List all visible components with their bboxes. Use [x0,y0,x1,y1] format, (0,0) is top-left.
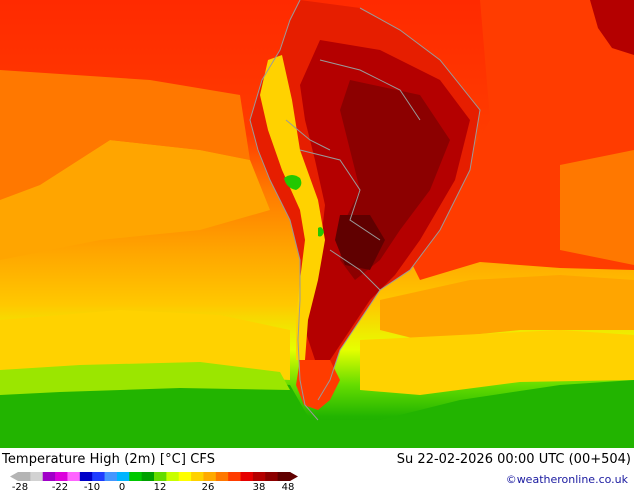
atlantic-orange-patch [560,150,634,265]
scale-swatch [129,472,143,481]
scale-tick-label: -10 [84,482,100,490]
scale-arrow-right [290,472,298,481]
color-scale-ticks: -28 -22 -10 0 12 26 38 48 [12,482,295,490]
north-africa-fragment [590,0,634,55]
scale-swatch [203,472,217,481]
scale-swatch [67,472,81,481]
map-datetime: Su 22-02-2026 00:00 UTC (00+504) [396,452,631,467]
scale-swatch [154,472,167,481]
credit-link[interactable]: ©weatheronline.co.uk [505,473,628,486]
scale-swatch [55,472,68,481]
scale-swatch [191,472,204,481]
andes-green-spot-2 [318,227,324,237]
scale-swatch [166,472,180,481]
map-title: Temperature High (2m) [°C] CFS [2,452,216,467]
patagonia-warm [296,360,340,410]
scale-swatch [240,472,254,481]
pacific-orange-band [0,140,270,260]
scale-swatch [104,472,118,481]
southern-green-band [0,375,634,448]
scale-swatch [92,472,106,481]
chaco-core [335,215,385,270]
temperature-map [0,0,634,448]
atlantic-orange-band [380,275,634,340]
scale-swatch [30,472,44,481]
andes-green-spot [284,175,302,190]
scale-tick-label: 26 [202,482,215,490]
borders [249,0,481,421]
atlantic-yellow-band [360,330,634,395]
scale-swatch [178,472,192,481]
pacific-warm-band [0,70,250,200]
color-scale: -28 -22 -10 0 12 26 38 48 [10,472,298,490]
scale-tick-label: 12 [154,482,167,490]
scale-swatch [79,472,93,481]
scale-tick-label: -28 [12,482,28,490]
scale-swatch [42,472,56,481]
scale-tick-label: 0 [119,482,125,490]
scale-swatch [265,472,279,481]
scale-swatch [215,472,229,481]
scale-swatch [252,472,266,481]
scale-swatch [228,472,242,481]
scale-swatch [116,472,130,481]
scale-tick-label: 48 [282,482,295,490]
scale-arrow-left [10,472,18,481]
scale-swatch [277,472,291,481]
andes-strip [260,55,325,360]
color-scale-bars [10,472,298,481]
map-footer: Temperature High (2m) [°C] CFS Su 22-02-… [0,448,634,490]
scale-tick-label: -22 [52,482,68,490]
scale-swatch [18,472,31,481]
southern-lightgreen-band [0,362,290,395]
scale-swatch [141,472,155,481]
scale-tick-label: 38 [253,482,266,490]
